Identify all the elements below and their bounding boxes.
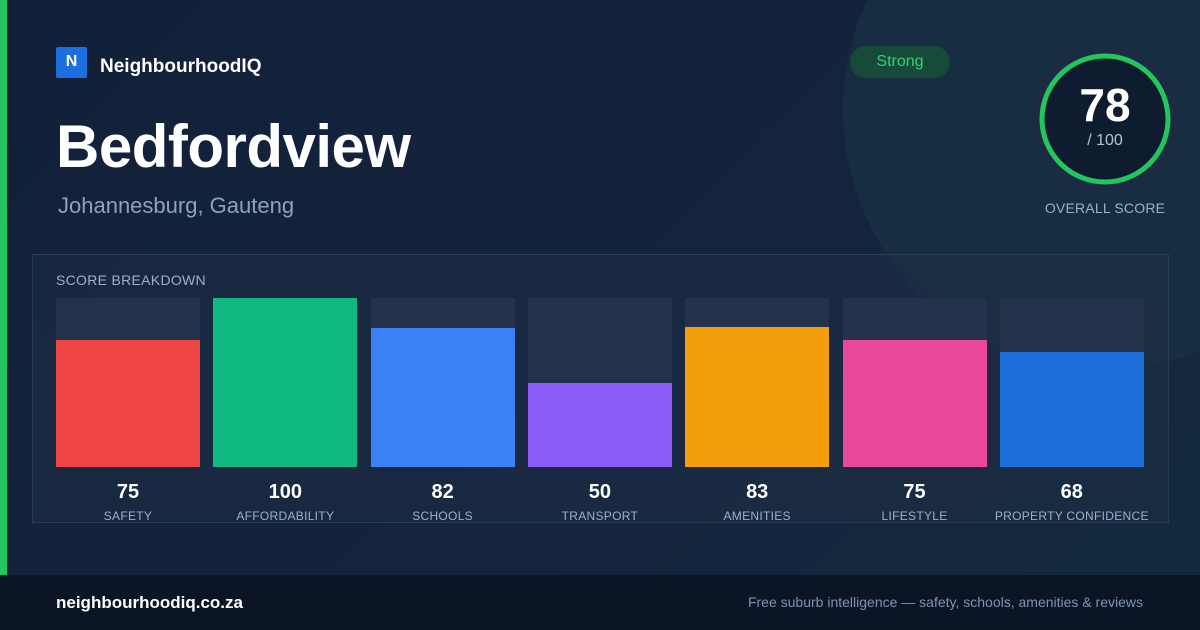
bar-track [56, 298, 200, 467]
bar-track [370, 298, 515, 467]
score-ring-arc [1039, 53, 1171, 185]
overall-score-value: 78 [1079, 79, 1131, 131]
bar-label: AMENITIES [723, 509, 791, 523]
bar-label: SAFETY [103, 509, 153, 523]
bar-fill [370, 328, 515, 467]
bar-column-transport: 50 TRANSPORT [527, 298, 672, 524]
bar-fill [527, 382, 672, 467]
footer-domain: neighbourhoodiq.co.za [56, 593, 243, 612]
bar-track [842, 298, 987, 467]
breakdown-bar-chart: 75 SAFETY 100 AFFORDABILITY 82 SCHOOLS 50 TRANS… [33, 255, 1168, 524]
brand: N NeighbourhoodIQ [56, 46, 261, 78]
suburb-location: Johannesburg, Gauteng [58, 193, 295, 218]
bar-column-lifestyle: 75 LIFESTYLE [842, 298, 987, 524]
bar-label: LIFESTYLE [881, 509, 948, 523]
bar-fill [56, 340, 200, 467]
bar-column-schools: 82 SCHOOLS [370, 298, 515, 524]
bar-fill [842, 340, 987, 467]
bar-value: 82 [431, 481, 454, 503]
bar-fill [213, 298, 358, 467]
bar-fill [685, 326, 830, 467]
score-ring-graphic [1031, 45, 1179, 193]
share-card: N NeighbourhoodIQ Bedfordview Johannesbu… [0, 0, 1200, 575]
suburb-title: Bedfordview [56, 113, 411, 180]
bar-value: 100 [268, 481, 302, 503]
bar-fill [999, 352, 1144, 467]
bar-track [213, 298, 358, 467]
bar-value: 83 [746, 481, 769, 503]
bar-track [527, 298, 672, 467]
bar-column-amenities: 83 AMENITIES [685, 298, 830, 524]
footer-tagline: Free suburb intelligence — safety, schoo… [747, 594, 1143, 610]
score-breakdown-panel: SCORE BREAKDOWN 75 SAFETY 100 AFFORDABILITY… [32, 254, 1169, 523]
bar-column-affordability: 100 AFFORDABILITY [213, 298, 358, 524]
brand-name: NeighbourhoodIQ [100, 56, 262, 77]
bar-track [999, 298, 1144, 467]
rating-badge: Strong [850, 46, 950, 78]
bar-label: PROPERTY CONFIDENCE [994, 509, 1149, 523]
bar-label: AFFORDABILITY [236, 509, 335, 523]
overall-score-label: OVERALL SCORE [1044, 200, 1166, 216]
bar-track [685, 298, 830, 467]
bar-column-safety: 75 SAFETY [56, 298, 200, 524]
brand-logo-icon: N [56, 46, 87, 78]
footer: neighbourhoodiq.co.za Free suburb intell… [0, 575, 1200, 630]
breakdown-title: SCORE BREAKDOWN [56, 272, 206, 288]
bar-value: 75 [903, 481, 926, 503]
overall-score-max: / 100 [1087, 132, 1123, 149]
bar-label: TRANSPORT [561, 509, 639, 523]
bar-value: 75 [116, 481, 140, 503]
overall-score-ring: 78 / 100 [1030, 44, 1180, 194]
bar-value: 50 [588, 481, 612, 503]
bar-value: 68 [1060, 481, 1083, 503]
accent-stripe [0, 0, 7, 575]
bar-column-property-confidence: 68 PROPERTY CONFIDENCE [995, 298, 1148, 524]
bar-label: SCHOOLS [412, 509, 473, 523]
